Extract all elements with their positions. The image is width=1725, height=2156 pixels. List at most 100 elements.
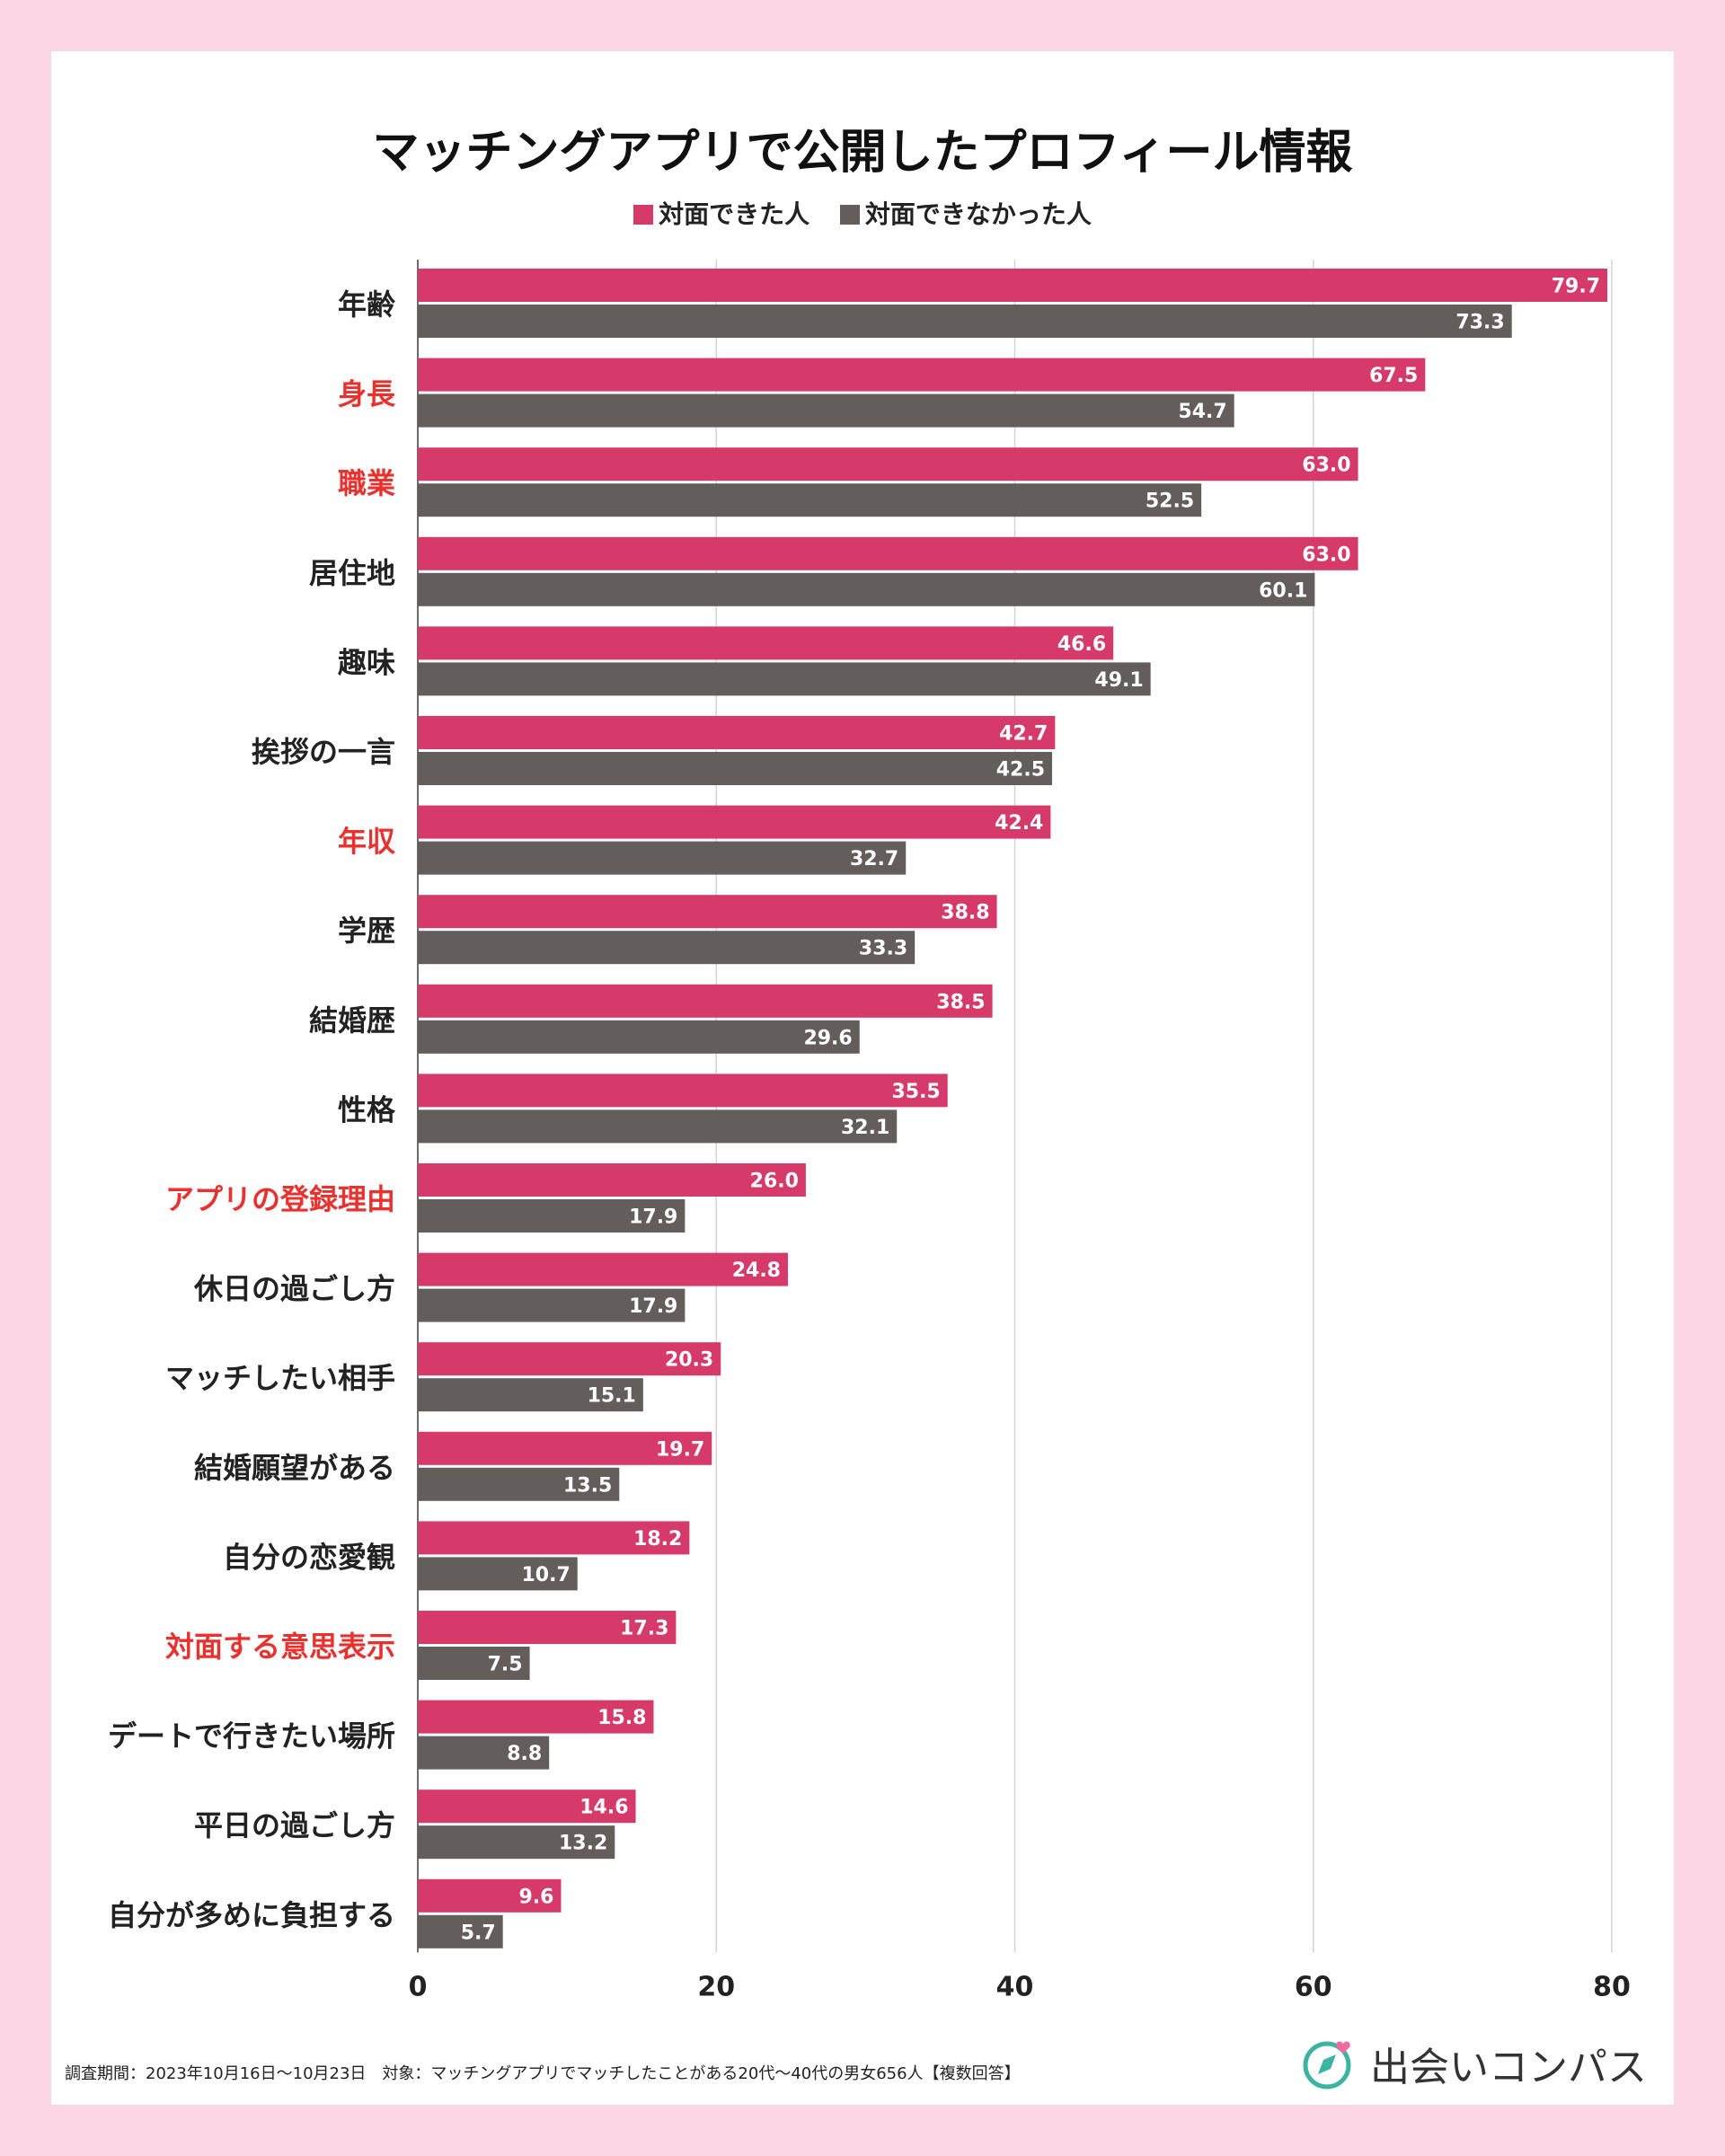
bar-value-label: 18.2 <box>633 1528 682 1551</box>
bar-value-label: 60.1 <box>1259 579 1307 602</box>
category-label: 身長 <box>338 377 396 411</box>
bar-value-label: 9.6 <box>518 1886 553 1908</box>
compass-heart-icon <box>1303 2041 1351 2090</box>
bar <box>418 752 1053 785</box>
category-label: アプリの登録理由 <box>165 1182 395 1216</box>
bar <box>418 1074 948 1108</box>
bar-value-label: 38.5 <box>936 991 985 1013</box>
bar <box>418 1252 788 1286</box>
legend-swatch-series-2 <box>839 205 860 225</box>
bar-value-label: 63.0 <box>1302 543 1350 566</box>
bar <box>418 269 1608 302</box>
bar <box>418 931 916 965</box>
bar <box>418 393 1234 428</box>
bar-value-label: 17.3 <box>620 1618 668 1640</box>
legend-item-series-1: 対面できた人 <box>633 195 809 231</box>
bar <box>418 1647 530 1680</box>
bar <box>418 572 1315 606</box>
category-label: 年齢 <box>338 287 395 322</box>
category-label: 性格 <box>338 1092 396 1127</box>
bar <box>418 1342 721 1376</box>
bar <box>418 1700 654 1734</box>
category-label: 挨拶の一言 <box>252 735 395 769</box>
bar-value-label: 46.6 <box>1057 633 1106 656</box>
category-label: マッチしたい相手 <box>165 1361 395 1395</box>
bar-value-label: 8.8 <box>507 1743 542 1765</box>
bar-value-label: 15.8 <box>597 1707 646 1729</box>
bar <box>418 1611 677 1644</box>
bar-value-label: 63.0 <box>1302 455 1350 477</box>
bar <box>418 1736 550 1770</box>
category-label: 平日の過ごし方 <box>194 1808 395 1842</box>
footnote: 調査期間：2023年10月16日〜10月23日 対象：マッチングアプリでマッチし… <box>65 2064 1021 2083</box>
bar-value-label: 15.1 <box>588 1385 636 1408</box>
bar <box>418 1825 615 1860</box>
legend-item-series-2: 対面できなかった人 <box>839 195 1092 231</box>
x-tick-label: 20 <box>697 1971 735 2002</box>
bar-value-label: 52.5 <box>1146 490 1194 513</box>
category-label: 対面する意思表示 <box>165 1630 395 1664</box>
bar <box>418 447 1358 482</box>
category-label: 年収 <box>338 825 395 859</box>
bar <box>418 1789 636 1824</box>
bar-value-label: 73.3 <box>1455 312 1504 334</box>
category-label: 結婚歴 <box>309 1003 395 1038</box>
bar-value-label: 26.0 <box>750 1171 799 1193</box>
bar <box>418 1163 806 1197</box>
bar-value-label: 38.8 <box>941 902 989 924</box>
category-label: 自分が多めに負担する <box>108 1898 395 1932</box>
bar-value-label: 67.5 <box>1369 365 1418 387</box>
bar-value-label: 7.5 <box>488 1654 523 1676</box>
legend-swatch-series-1 <box>633 205 654 225</box>
bar-value-label: 5.7 <box>461 1922 496 1944</box>
bar-value-label: 35.5 <box>891 1081 940 1103</box>
bar <box>418 1288 686 1322</box>
category-label: 結婚願望がある <box>194 1451 395 1485</box>
category-label: 自分の恋愛観 <box>223 1540 395 1574</box>
bar-value-label: 32.7 <box>850 848 898 870</box>
x-tick-label: 0 <box>409 1971 428 2002</box>
bar <box>418 984 993 1018</box>
bar-value-label: 32.1 <box>841 1117 889 1139</box>
category-label: 職業 <box>338 466 395 500</box>
bar-value-label: 42.7 <box>999 723 1048 746</box>
bar <box>418 1914 503 1948</box>
bar <box>418 1109 898 1144</box>
bar <box>418 895 997 929</box>
chart-card: マッチングアプリで公開したプロフィール情報 対面できた人 対面できなかった人 0… <box>51 51 1674 2105</box>
bar-value-label: 42.5 <box>996 759 1045 782</box>
bar <box>418 536 1358 570</box>
bar-value-label: 13.5 <box>563 1474 612 1497</box>
bar-value-label: 10.7 <box>521 1564 570 1586</box>
bar-value-label: 17.9 <box>629 1206 677 1229</box>
bar <box>418 1199 686 1233</box>
chart-legend: 対面できた人 対面できなかった人 <box>51 195 1674 231</box>
bar <box>418 1557 578 1591</box>
category-label: 居住地 <box>309 556 395 590</box>
x-tick-label: 80 <box>1593 1971 1631 2002</box>
bar <box>418 1878 562 1913</box>
bar-value-label: 29.6 <box>803 1027 852 1049</box>
category-label: 趣味 <box>338 645 395 679</box>
bar <box>418 1378 643 1412</box>
bar <box>418 358 1426 392</box>
bar-value-label: 20.3 <box>665 1349 713 1372</box>
legend-label-series-1: 対面できた人 <box>659 199 810 229</box>
bar <box>418 626 1114 660</box>
bar <box>418 483 1202 517</box>
bar <box>418 1467 620 1501</box>
category-label: デートで行きたい場所 <box>108 1719 395 1754</box>
legend-label-series-2: 対面できなかった人 <box>864 199 1092 229</box>
category-label: 学歴 <box>338 914 395 948</box>
brand-logo: 出会いコンパス <box>1300 2032 1647 2095</box>
bar-value-label: 33.3 <box>859 938 907 960</box>
bar <box>418 805 1051 839</box>
bar-value-label: 14.6 <box>579 1797 628 1819</box>
bar-value-label: 42.4 <box>995 812 1043 835</box>
bar <box>418 841 907 875</box>
bar <box>418 305 1512 338</box>
bar-chart: 0 20 40 60 80 年齢 79.7 73.3 身長 67.5 54.7 職業 63.0 52.5 居… <box>108 260 1631 2002</box>
brand-name: 出会いコンパス <box>1370 2045 1647 2090</box>
bar-value-label: 54.7 <box>1178 401 1226 423</box>
chart-title: マッチングアプリで公開したプロフィール情報 <box>372 126 1353 180</box>
